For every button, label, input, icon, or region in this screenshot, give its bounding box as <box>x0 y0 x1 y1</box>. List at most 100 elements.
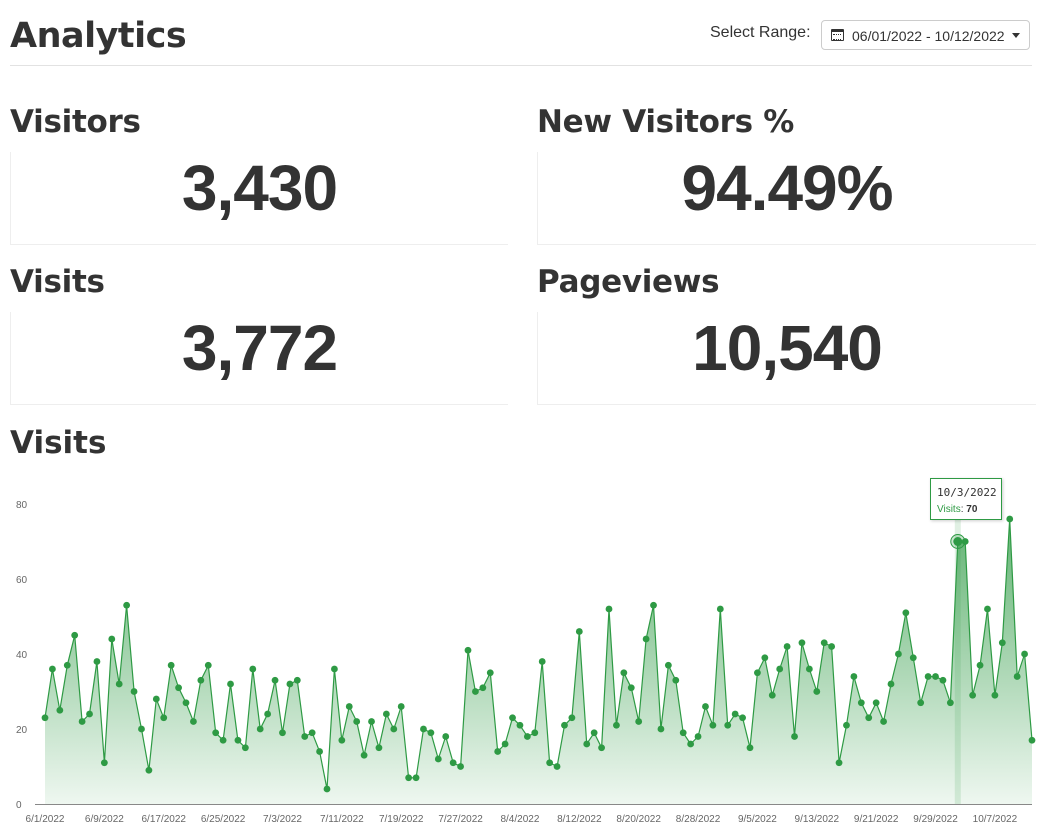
data-point[interactable] <box>953 537 963 546</box>
visits-chart[interactable]: 6/1/2022 6/9/2022 6/17/2022 6/25/2022 7/3/20… <box>0 470 1038 832</box>
data-point[interactable] <box>175 684 182 692</box>
data-point[interactable] <box>724 721 732 729</box>
data-point[interactable] <box>568 714 576 722</box>
data-point[interactable] <box>902 609 910 617</box>
data-point[interactable] <box>434 755 442 763</box>
data-point[interactable] <box>420 725 427 733</box>
data-point[interactable] <box>286 680 294 688</box>
data-point[interactable] <box>316 748 323 755</box>
data-point[interactable] <box>345 703 353 710</box>
data-point[interactable] <box>575 628 583 635</box>
data-point[interactable] <box>212 729 220 737</box>
data-point[interactable] <box>382 710 390 718</box>
data-point[interactable] <box>531 729 539 737</box>
data-point[interactable] <box>1028 736 1036 744</box>
data-point[interactable] <box>323 785 331 793</box>
data-point[interactable] <box>991 691 999 699</box>
data-point[interactable] <box>783 643 791 650</box>
data-point[interactable] <box>984 605 991 613</box>
data-point[interactable] <box>679 729 687 737</box>
data-point[interactable] <box>590 729 598 737</box>
data-point[interactable] <box>219 736 227 744</box>
data-point[interactable] <box>197 676 205 684</box>
data-point[interactable] <box>56 706 64 714</box>
data-point[interactable] <box>924 673 932 680</box>
data-point[interactable] <box>650 601 657 609</box>
data-point[interactable] <box>865 714 873 722</box>
data-point[interactable] <box>160 714 168 722</box>
data-point[interactable] <box>227 680 234 688</box>
data-point[interactable] <box>687 740 695 748</box>
data-point[interactable] <box>872 699 880 707</box>
data-point[interactable] <box>709 721 717 729</box>
data-point[interactable] <box>145 766 153 774</box>
data-point[interactable] <box>613 721 620 729</box>
data-point[interactable] <box>850 673 858 680</box>
data-point[interactable] <box>78 718 86 725</box>
data-point[interactable] <box>694 733 702 740</box>
data-point[interactable] <box>895 650 902 658</box>
data-point[interactable] <box>939 676 947 684</box>
data-point[interactable] <box>702 703 709 710</box>
data-point[interactable] <box>776 665 784 673</box>
data-point[interactable] <box>108 635 116 643</box>
data-point[interactable] <box>932 673 939 680</box>
data-point[interactable] <box>627 684 635 692</box>
data-point[interactable] <box>464 646 472 654</box>
data-point[interactable] <box>523 733 531 740</box>
data-point[interactable] <box>494 748 502 755</box>
data-point[interactable] <box>635 718 643 725</box>
data-point[interactable] <box>887 680 895 688</box>
data-point[interactable] <box>746 744 754 752</box>
data-point[interactable] <box>976 661 984 669</box>
data-point[interactable] <box>449 759 457 767</box>
data-point[interactable] <box>798 639 806 647</box>
data-point[interactable] <box>301 733 309 740</box>
data-point[interactable] <box>486 669 494 677</box>
data-point[interactable] <box>791 733 798 740</box>
data-point[interactable] <box>843 721 850 729</box>
data-point[interactable] <box>516 721 524 729</box>
data-point[interactable] <box>256 725 264 733</box>
data-point[interactable] <box>857 699 865 707</box>
data-point[interactable] <box>509 714 516 722</box>
data-point[interactable] <box>561 721 568 729</box>
data-point[interactable] <box>138 725 145 733</box>
data-point[interactable] <box>880 718 887 725</box>
data-point[interactable] <box>241 744 249 752</box>
data-point[interactable] <box>442 733 450 740</box>
data-point[interactable] <box>664 661 672 669</box>
data-point[interactable] <box>353 718 361 725</box>
data-point[interactable] <box>828 643 836 650</box>
data-point[interactable] <box>293 676 301 684</box>
data-point[interactable] <box>41 714 49 722</box>
data-point[interactable] <box>49 665 56 673</box>
data-point[interactable] <box>553 763 561 770</box>
data-point[interactable] <box>1006 515 1014 523</box>
data-point[interactable] <box>754 669 761 677</box>
date-range-picker[interactable]: 06/01/2022 - 10/12/2022 <box>821 20 1030 50</box>
data-point[interactable] <box>375 744 383 752</box>
data-point[interactable] <box>338 736 346 744</box>
data-point[interactable] <box>115 680 123 688</box>
data-point[interactable] <box>397 703 405 710</box>
data-point[interactable] <box>152 695 160 703</box>
data-point[interactable] <box>909 654 917 662</box>
data-point[interactable] <box>271 676 279 684</box>
data-point[interactable] <box>167 661 175 669</box>
data-point[interactable] <box>731 710 739 718</box>
data-point[interactable] <box>820 639 828 647</box>
data-point[interactable] <box>1021 650 1028 658</box>
data-point[interactable] <box>86 710 93 718</box>
data-point[interactable] <box>63 661 71 669</box>
data-point[interactable] <box>100 759 108 767</box>
data-point[interactable] <box>71 631 79 639</box>
data-point[interactable] <box>739 714 746 722</box>
data-point[interactable] <box>605 605 613 613</box>
data-point[interactable] <box>1013 673 1021 680</box>
data-point[interactable] <box>308 729 316 737</box>
data-point[interactable] <box>360 751 368 759</box>
data-point[interactable] <box>472 688 479 695</box>
data-point[interactable] <box>190 718 197 725</box>
data-point[interactable] <box>427 729 435 737</box>
